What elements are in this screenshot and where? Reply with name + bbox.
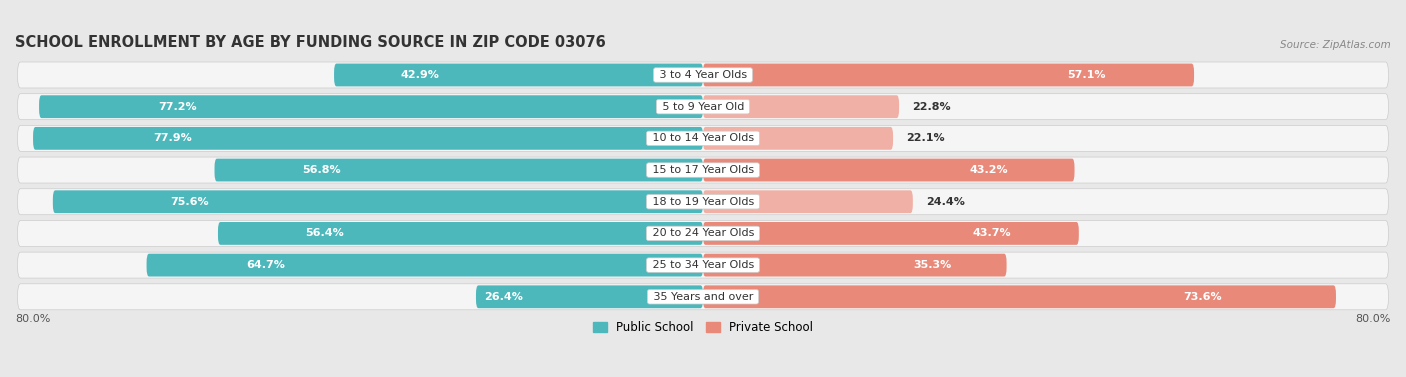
- Text: 20 to 24 Year Olds: 20 to 24 Year Olds: [648, 228, 758, 238]
- Text: 77.2%: 77.2%: [159, 102, 197, 112]
- Text: 3 to 4 Year Olds: 3 to 4 Year Olds: [655, 70, 751, 80]
- Text: SCHOOL ENROLLMENT BY AGE BY FUNDING SOURCE IN ZIP CODE 03076: SCHOOL ENROLLMENT BY AGE BY FUNDING SOUR…: [15, 35, 606, 50]
- Text: 22.8%: 22.8%: [912, 102, 950, 112]
- Text: 35 Years and over: 35 Years and over: [650, 292, 756, 302]
- Text: 43.7%: 43.7%: [973, 228, 1011, 238]
- Text: 18 to 19 Year Olds: 18 to 19 Year Olds: [648, 197, 758, 207]
- FancyBboxPatch shape: [703, 127, 893, 150]
- Text: 22.1%: 22.1%: [905, 133, 945, 143]
- Text: 80.0%: 80.0%: [1355, 314, 1391, 324]
- Text: 15 to 17 Year Olds: 15 to 17 Year Olds: [648, 165, 758, 175]
- FancyBboxPatch shape: [18, 189, 1388, 215]
- Text: 57.1%: 57.1%: [1067, 70, 1105, 80]
- FancyBboxPatch shape: [18, 284, 1388, 310]
- Text: 77.9%: 77.9%: [153, 133, 193, 143]
- FancyBboxPatch shape: [18, 93, 1388, 120]
- Text: 56.4%: 56.4%: [305, 228, 344, 238]
- FancyBboxPatch shape: [215, 159, 703, 181]
- Text: 24.4%: 24.4%: [925, 197, 965, 207]
- Text: 5 to 9 Year Old: 5 to 9 Year Old: [658, 102, 748, 112]
- FancyBboxPatch shape: [703, 254, 1007, 276]
- FancyBboxPatch shape: [335, 64, 703, 86]
- FancyBboxPatch shape: [703, 159, 1074, 181]
- FancyBboxPatch shape: [18, 252, 1388, 278]
- Text: 10 to 14 Year Olds: 10 to 14 Year Olds: [648, 133, 758, 143]
- Text: 64.7%: 64.7%: [246, 260, 285, 270]
- Text: 80.0%: 80.0%: [15, 314, 51, 324]
- FancyBboxPatch shape: [703, 95, 898, 118]
- FancyBboxPatch shape: [146, 254, 703, 276]
- Text: 75.6%: 75.6%: [170, 197, 208, 207]
- FancyBboxPatch shape: [703, 222, 1078, 245]
- FancyBboxPatch shape: [34, 127, 703, 150]
- Text: 26.4%: 26.4%: [485, 292, 523, 302]
- Text: 42.9%: 42.9%: [401, 70, 439, 80]
- FancyBboxPatch shape: [477, 285, 703, 308]
- Text: 73.6%: 73.6%: [1184, 292, 1222, 302]
- FancyBboxPatch shape: [18, 126, 1388, 151]
- Text: 43.2%: 43.2%: [969, 165, 1008, 175]
- FancyBboxPatch shape: [18, 62, 1388, 88]
- FancyBboxPatch shape: [39, 95, 703, 118]
- Text: 56.8%: 56.8%: [302, 165, 342, 175]
- FancyBboxPatch shape: [218, 222, 703, 245]
- Text: 35.3%: 35.3%: [914, 260, 952, 270]
- FancyBboxPatch shape: [703, 285, 1336, 308]
- FancyBboxPatch shape: [703, 190, 912, 213]
- FancyBboxPatch shape: [18, 221, 1388, 247]
- Text: Source: ZipAtlas.com: Source: ZipAtlas.com: [1281, 40, 1391, 50]
- Text: 25 to 34 Year Olds: 25 to 34 Year Olds: [648, 260, 758, 270]
- FancyBboxPatch shape: [703, 64, 1194, 86]
- Legend: Public School, Private School: Public School, Private School: [588, 317, 818, 339]
- FancyBboxPatch shape: [18, 157, 1388, 183]
- FancyBboxPatch shape: [53, 190, 703, 213]
